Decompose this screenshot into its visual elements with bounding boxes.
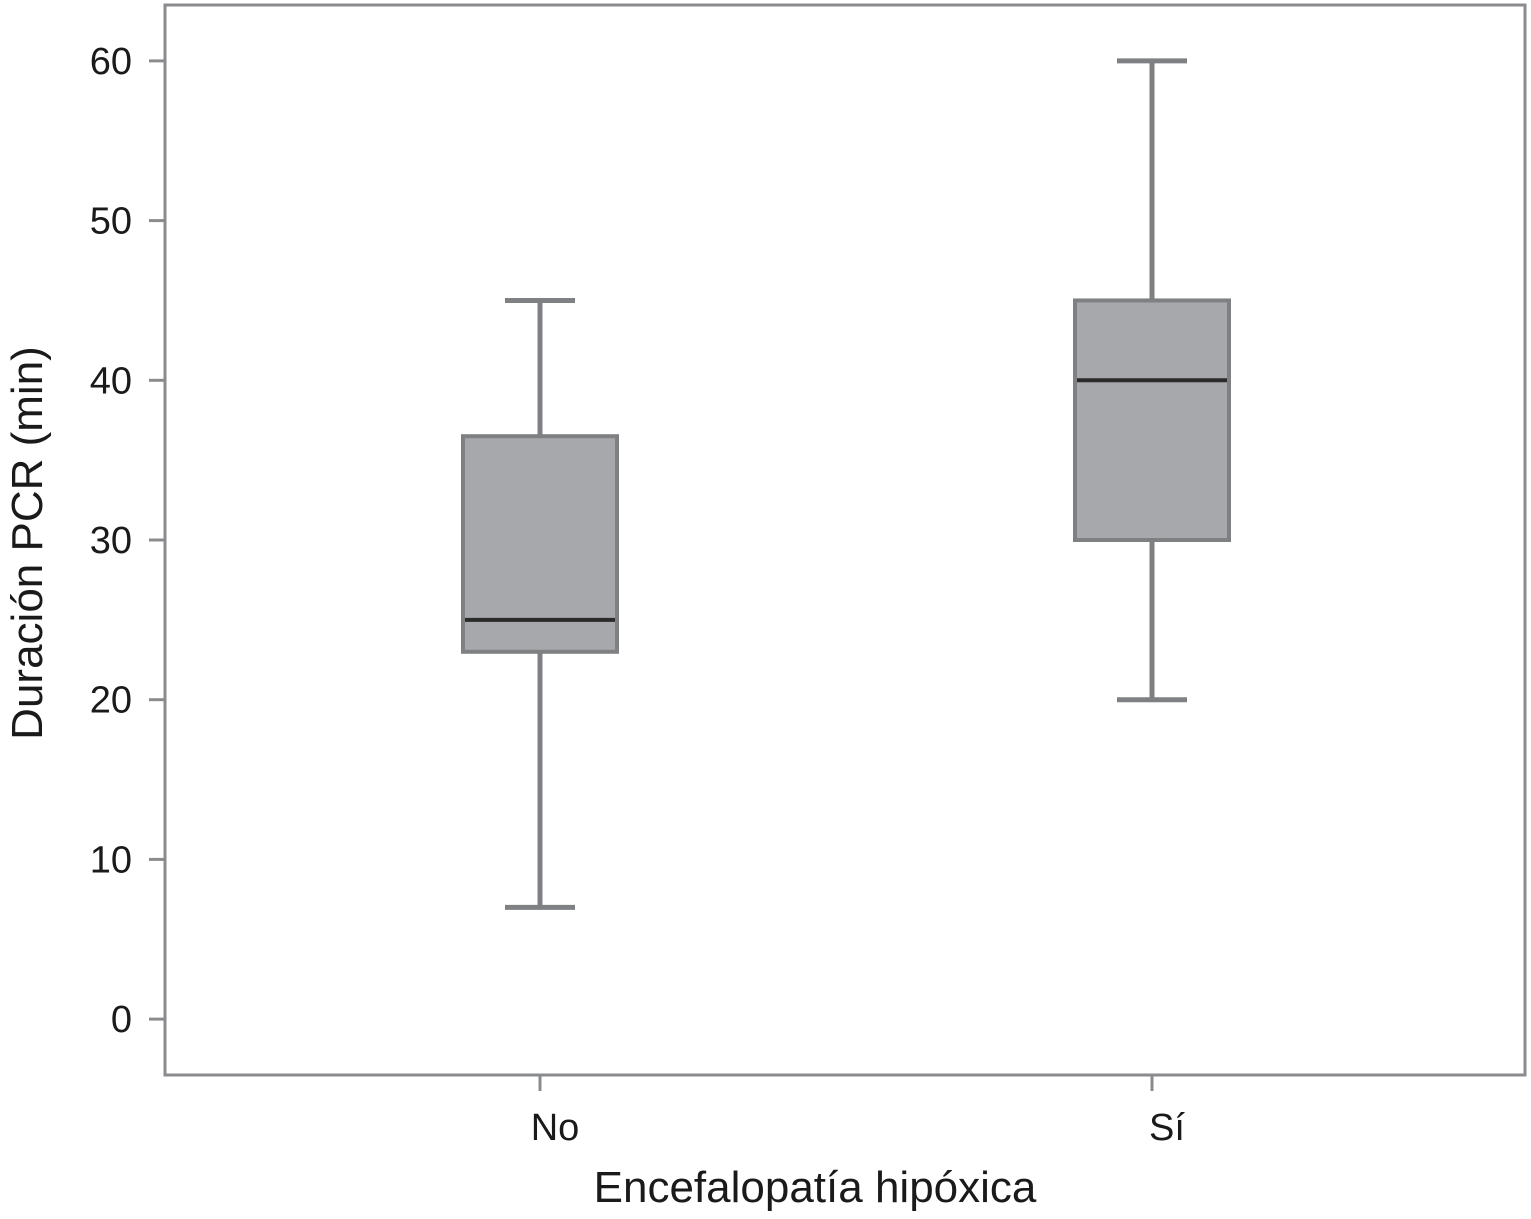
y-tick-label: 50	[90, 201, 132, 243]
y-tick-label: 30	[90, 520, 132, 562]
iqr-box	[461, 434, 619, 654]
y-tick-label: 20	[90, 680, 132, 722]
x-axis-title: Encefalopatía hipóxica	[594, 1163, 1037, 1212]
y-tick-label: 40	[90, 360, 132, 402]
y-tick-label: 0	[111, 999, 132, 1041]
y-axis-title: Duración PCR (min)	[3, 346, 52, 740]
iqr-box	[1073, 298, 1231, 542]
plot-frame	[163, 3, 1527, 1077]
x-tick-label: No	[531, 1107, 580, 1149]
x-tick-label: Sí	[1149, 1107, 1185, 1149]
plot-layer: 0 10 20 30 40 50 60 No Sí	[90, 3, 1527, 1149]
y-tick-label: 10	[90, 839, 132, 881]
y-tick-label: 60	[90, 41, 132, 83]
